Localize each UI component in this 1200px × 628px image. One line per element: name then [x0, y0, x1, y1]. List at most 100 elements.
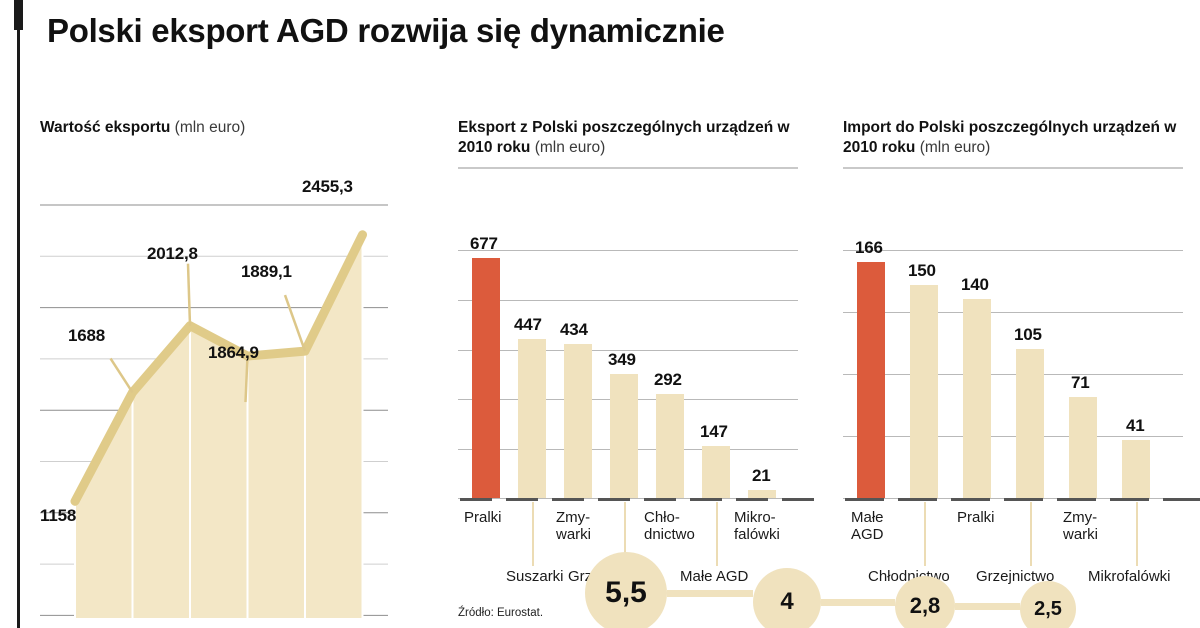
- category-label-line: Mikro-: [734, 508, 776, 526]
- line-point-label: 1688: [68, 325, 106, 345]
- category-label: Małe AGD: [851, 509, 884, 544]
- axis-tick-segment: [898, 497, 937, 501]
- bubble-value: 2,5: [1034, 597, 1062, 620]
- bar-value-label: 105: [1014, 324, 1042, 344]
- category-label: Pralki: [957, 509, 995, 526]
- bar-value-label: 71: [1071, 373, 1090, 393]
- category-label-line: Chło-: [644, 508, 680, 526]
- category-label: Pralki: [464, 509, 502, 526]
- line-point-label: 2455,3: [302, 176, 353, 196]
- bubble-connector: [955, 603, 1020, 610]
- left-rule-cap: [14, 0, 23, 30]
- category-label: Chło-dnictwo: [644, 509, 695, 544]
- category-label-line: Zmy-: [556, 508, 591, 526]
- bar-value-label: 140: [961, 275, 989, 295]
- category-label-line: warki: [556, 525, 592, 543]
- category-label-line: Suszarki: [506, 567, 564, 585]
- category-leader-line: [1030, 501, 1032, 566]
- bar: [564, 343, 592, 498]
- category-label-line: Małe AGD: [680, 567, 749, 585]
- category-leader-line: [624, 501, 626, 566]
- bar: [963, 299, 991, 498]
- gridline: [843, 373, 1183, 375]
- bubble-value: 4: [780, 588, 794, 615]
- axis-tick-segment: [1163, 497, 1200, 501]
- bar-value-label: 349: [608, 350, 636, 369]
- bar: [1069, 397, 1097, 498]
- bar: [1122, 439, 1150, 498]
- axis-tick-segment: [1004, 497, 1043, 501]
- panel-export-value-title: Wartość eksportu (mln euro): [40, 118, 400, 138]
- axis-tick-segment: [644, 497, 676, 501]
- source-note: Źródło: Eurostat.: [458, 607, 544, 619]
- panel-export-value-unit: (mln euro): [174, 119, 246, 136]
- bar-value-label: 150: [908, 261, 936, 281]
- gridline: [458, 300, 798, 302]
- category-label: Zmy-warki: [556, 509, 591, 544]
- axis-tick-segment: [782, 497, 814, 501]
- line-point-label: 1889,1: [241, 261, 292, 281]
- category-label-line: dnictwo: [644, 525, 695, 543]
- line-chart-svg: [40, 204, 388, 618]
- gridline: [843, 311, 1183, 313]
- category-leader-line: [716, 501, 718, 566]
- bar: [910, 285, 938, 498]
- panel-import-devices-title: Import do Polski poszczególnych urządzeń…: [843, 118, 1183, 158]
- bubble-row: 5,5 4 2,8 2,5: [585, 548, 1200, 628]
- bar-value-label: 292: [654, 370, 682, 390]
- axis-tick-segment: [845, 497, 884, 501]
- gridline: [843, 249, 1183, 251]
- category-leader-line: [532, 501, 534, 566]
- panel-import-devices: Import do Polski poszczególnych urządzeń…: [843, 118, 1200, 585]
- category-label-line: falówki: [734, 525, 780, 543]
- line-point-label: 2012,8: [147, 243, 198, 263]
- page-title: Polski eksport AGD rozwija się dynamiczn…: [47, 12, 725, 49]
- category-label-line: Zmy-: [1063, 508, 1098, 526]
- bar-value-label: 41: [1126, 415, 1145, 435]
- bubble: 2,5: [1020, 581, 1076, 628]
- gridline: [458, 249, 798, 251]
- panel-import-devices-rule: [843, 166, 1183, 169]
- axis-tick-segment: [1057, 497, 1096, 501]
- line-point-label: 1158: [40, 505, 77, 525]
- axis-tick-segment: [506, 497, 538, 501]
- panel-export-devices-title-text: Eksport z Polski poszczególnych urządzeń…: [458, 119, 790, 156]
- bar: [472, 257, 500, 498]
- category-label: Zmy-warki: [1063, 509, 1098, 544]
- bar: [656, 394, 684, 498]
- bubble: 5,5: [585, 552, 667, 628]
- panel-import-devices-unit: (mln euro): [919, 138, 991, 156]
- axis-tick-segment: [736, 497, 768, 501]
- gridline: [843, 435, 1183, 437]
- axis-tick-segment: [1110, 497, 1149, 501]
- panel-import-devices-title-text: Import do Polski poszczególnych urządzeń…: [843, 119, 1177, 156]
- category-label-line: AGD: [851, 525, 884, 543]
- category-label: Małe AGD: [680, 568, 748, 585]
- bubble-connector: [821, 599, 895, 606]
- export-bar-chart: 677 447 434 349 292 147 21 Pralki Suszarki Zmy-wa…: [458, 173, 814, 585]
- category-label-line: Mikrofalówki: [1088, 567, 1171, 585]
- category-label-line: Pralki: [957, 508, 995, 526]
- line-chart: 1158 1688 2012,8 1864,9 1889,1 2455,3: [40, 148, 400, 618]
- bar: [518, 339, 546, 498]
- axis-tick-segment: [552, 497, 584, 501]
- bubble-value: 2,8: [909, 593, 941, 618]
- panel-export-devices-title: Eksport z Polski poszczególnych urządzeń…: [458, 118, 798, 158]
- axis-tick-segment: [460, 497, 492, 501]
- bar-value-label: 434: [560, 319, 588, 339]
- panel-export-value: Wartość eksportu (mln euro) 1158 1688 2012…: [40, 118, 400, 618]
- bar: [610, 374, 638, 498]
- bar: [857, 262, 885, 498]
- axis-tick-segment: [951, 497, 990, 501]
- panel-export-value-title-text: Wartość eksportu: [40, 119, 171, 136]
- bubble: 2,8: [895, 576, 955, 628]
- category-leader-line: [924, 501, 926, 566]
- bar-value-label: 166: [855, 238, 883, 258]
- category-leader-line: [1136, 501, 1138, 566]
- category-label-line: Pralki: [464, 508, 502, 526]
- bar-value-label: 21: [752, 466, 771, 486]
- line-point-label: 1864,9: [208, 342, 259, 362]
- bar-value-label: 447: [514, 315, 542, 335]
- axis-tick-segment: [690, 497, 722, 501]
